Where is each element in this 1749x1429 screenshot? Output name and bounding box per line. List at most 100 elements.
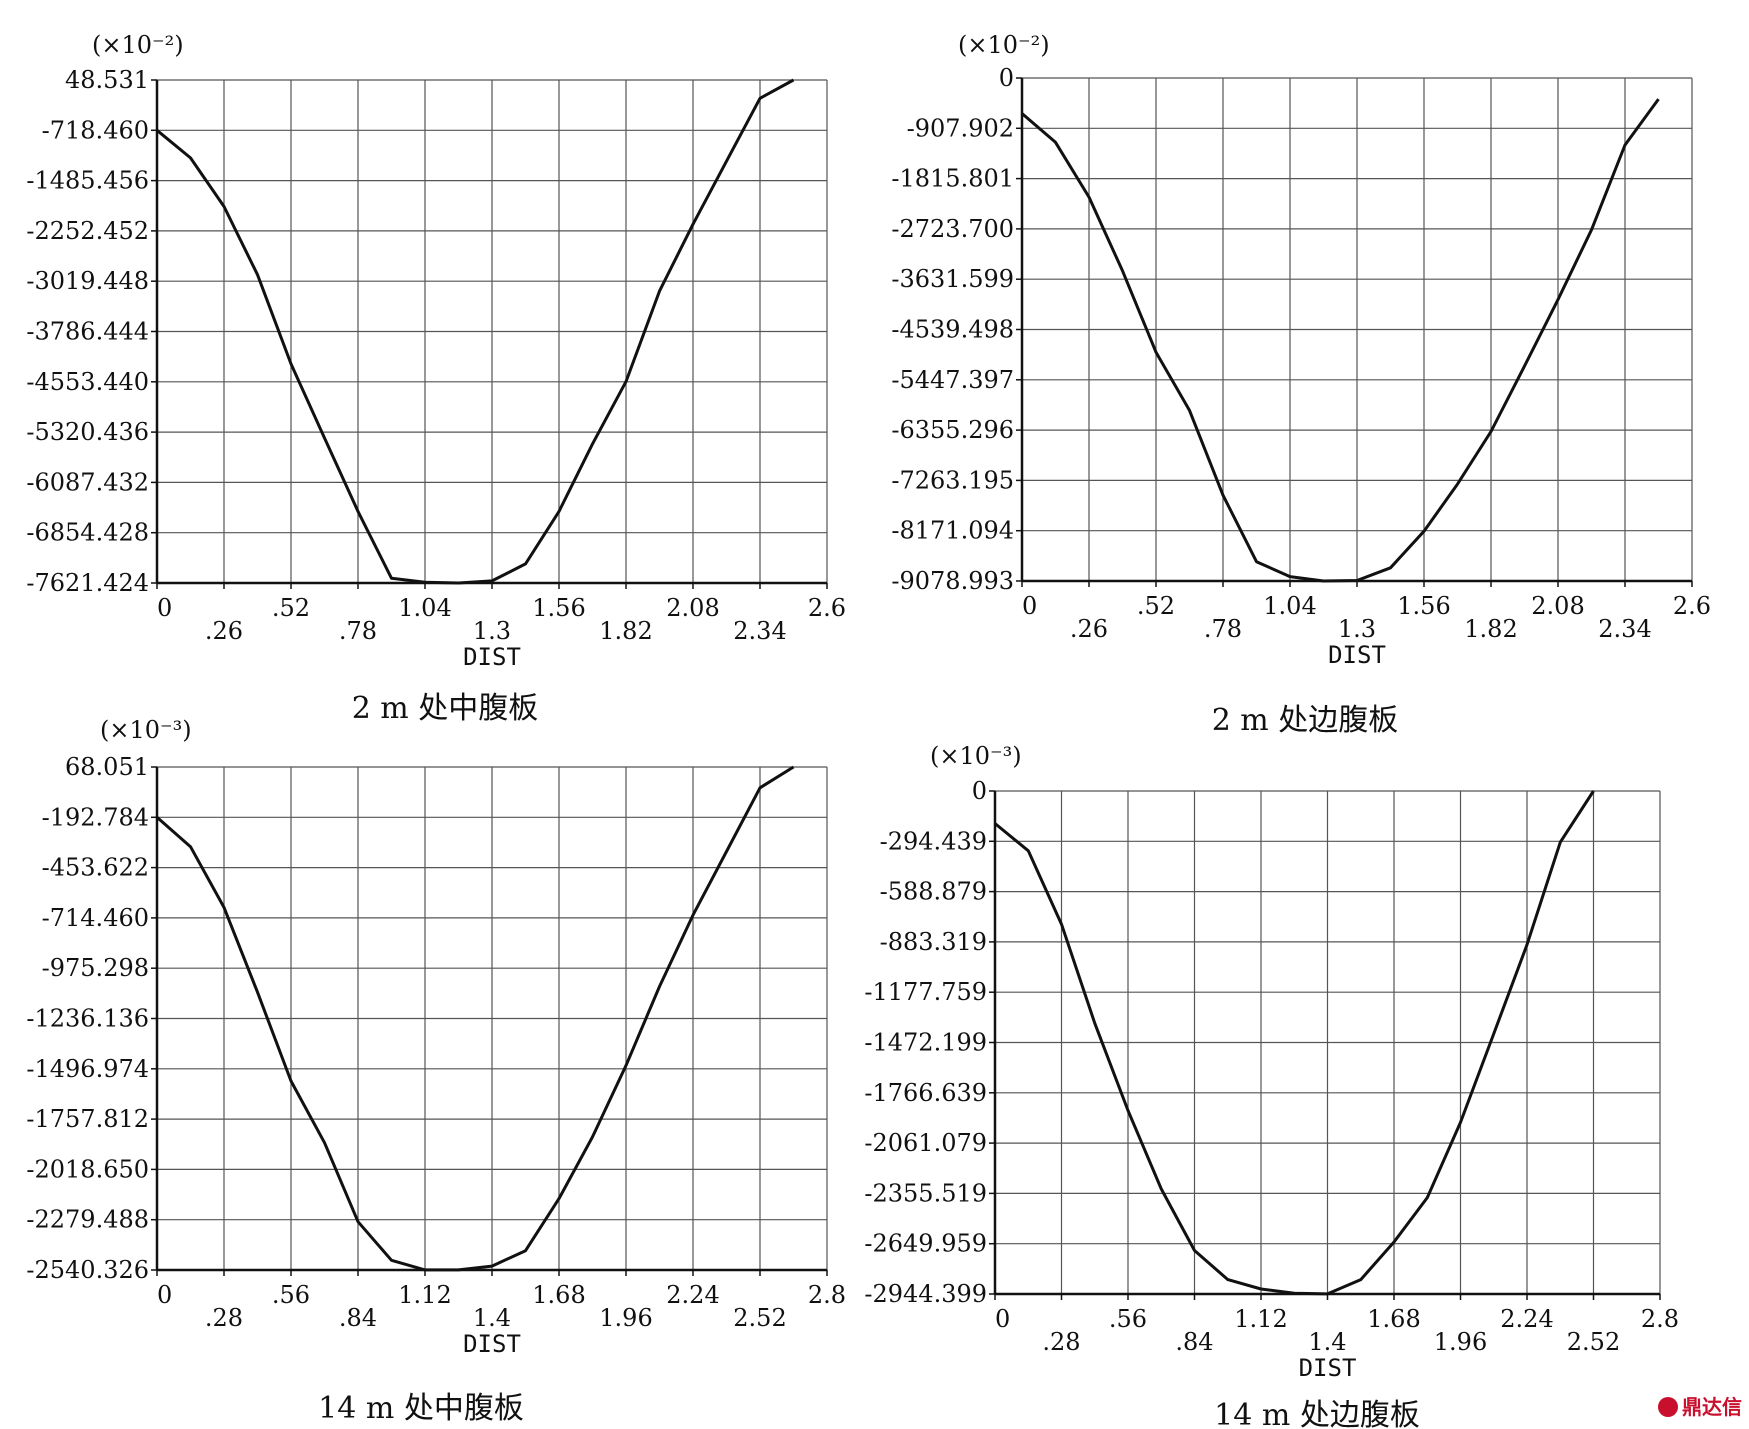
y-tick-label: -2540.326 [26,1256,149,1284]
y-tick-label: -883.319 [880,928,987,956]
x-tick-label: 1.12 [398,1281,451,1309]
y-tick-label: -6087.432 [26,468,149,496]
x-tick-label: .28 [1042,1328,1080,1356]
y-tick-label: -6355.296 [891,416,1014,444]
y-tick-label: -5447.397 [891,366,1014,394]
x-tick-label: 2.08 [1531,592,1584,620]
x-axis-label: DIST [1299,1354,1357,1382]
y-tick-label: -1485.456 [26,167,149,195]
y-tick-label: -1472.199 [864,1028,987,1056]
y-tick-label: -2944.399 [864,1280,987,1308]
x-tick-label: 2.52 [733,1304,786,1332]
y-tick-label: -718.460 [42,116,149,144]
y-tick-label: -975.298 [42,954,149,982]
y-tick-label: 48.531 [65,66,149,94]
x-tick-label: .26 [205,617,243,645]
series-line [994,790,1595,1296]
y-tick-label: -5320.436 [26,418,149,446]
unit-label: (×10⁻³) [100,716,192,744]
x-tick-label: 1.96 [1434,1328,1487,1356]
watermark: 鼎达信 [1658,1395,1742,1419]
y-tick-label: -714.460 [42,904,149,932]
x-tick-label: 2.24 [1500,1305,1553,1333]
y-tick-label: 68.051 [65,753,149,781]
y-tick-label: 0 [999,64,1014,92]
y-tick-label: -2252.452 [26,217,149,245]
x-tick-label: 1.68 [1367,1305,1420,1333]
x-tick-label: 1.12 [1234,1305,1287,1333]
y-tick-label: -3786.444 [26,317,149,345]
y-tick-label: -907.902 [907,114,1014,142]
x-tick-label: 1.04 [398,594,451,622]
x-tick-label: 1.3 [1338,615,1376,643]
x-tick-label: .84 [339,1304,377,1332]
y-tick-label: -1496.974 [26,1055,149,1083]
x-tick-label: 1.4 [473,1304,511,1332]
y-tick-label: -1757.812 [26,1105,149,1133]
chart-1: 48.531 -718.460 -1485.456 -2252.452 -3019.44… [26,31,846,726]
y-tick-label: -2723.700 [891,215,1014,243]
x-tick-label: 1.96 [599,1304,652,1332]
y-tick-label: -1815.801 [891,165,1014,193]
y-tick-label: -4539.498 [891,316,1014,344]
y-tick-label: -294.439 [880,827,987,855]
x-tick-label: 1.3 [473,617,511,645]
x-tick-label: 1.56 [532,594,585,622]
x-tick-label: 1.82 [599,617,652,645]
y-tick-label: -2061.079 [864,1129,987,1157]
y-tick-label: -3631.599 [891,265,1014,293]
x-tick-label: .56 [272,1281,310,1309]
y-tick-label: -4553.440 [26,368,149,396]
series-line [1021,98,1660,583]
y-tick-label: -1236.136 [26,1004,149,1032]
watermark-text: 鼎达信 [1682,1395,1742,1419]
x-tick-label: .26 [1070,615,1108,643]
x-tick-label: .52 [272,594,310,622]
x-tick-label: 2.08 [666,594,719,622]
watermark-logo-icon [1658,1397,1678,1417]
x-tick-label: .28 [205,1304,243,1332]
chart-4: 0 -294.439 -588.879 -883.319 -1177.759 -1472.… [864,742,1679,1429]
y-tick-label: 0 [972,777,987,805]
y-tick-label: -9078.993 [891,567,1014,595]
x-tick-label: .56 [1109,1305,1147,1333]
x-tick-label: 1.82 [1464,615,1517,643]
x-tick-label: .78 [1204,615,1242,643]
y-tick-label: -192.784 [42,803,149,831]
y-tick-label: -2355.519 [864,1179,987,1207]
x-tick-label: 2.6 [808,594,846,622]
y-tick-label: -3019.448 [26,267,149,295]
y-tick-label: -2649.959 [864,1230,987,1258]
y-tick-label: -7263.195 [891,466,1014,494]
y-tick-label: -453.622 [42,854,149,882]
chart-caption: 2 m 处边腹板 [1212,703,1399,738]
y-tick-label: -1766.639 [864,1079,987,1107]
x-axis-label: DIST [463,643,521,671]
x-tick-label: 2.24 [666,1281,719,1309]
x-tick-label: 0 [157,1281,172,1309]
chart-caption: 14 m 处边腹板 [1214,1398,1420,1429]
y-tick-label: -8171.094 [891,517,1014,545]
x-tick-label: .52 [1137,592,1175,620]
chart-caption: 2 m 处中腹板 [352,691,539,726]
series-line [156,78,795,585]
x-tick-label: .84 [1175,1328,1213,1356]
x-tick-label: .78 [339,617,377,645]
unit-label: (×10⁻²) [958,31,1050,59]
x-tick-label: 2.6 [1673,592,1711,620]
x-tick-label: 0 [995,1305,1010,1333]
charts-group: 48.531 -718.460 -1485.456 -2252.452 -3019.44… [26,31,1711,1429]
unit-label: (×10⁻³) [930,742,1022,770]
x-tick-label: 0 [1022,592,1037,620]
chart-caption: 14 m 处中腹板 [318,1391,524,1426]
unit-label: (×10⁻²) [92,31,184,59]
x-tick-label: 2.8 [808,1281,846,1309]
x-axis-label: DIST [463,1330,521,1358]
y-tick-label: -7621.424 [26,569,149,597]
chart-2: 0 -907.902 -1815.801 -2723.700 -3631.599 -453… [891,31,1711,738]
x-tick-label: 2.8 [1641,1305,1679,1333]
chart-3: 68.051 -192.784 -453.622 -714.460 -975.298 -1… [26,716,846,1426]
y-tick-label: -6854.428 [26,519,149,547]
x-tick-label: 1.56 [1397,592,1450,620]
